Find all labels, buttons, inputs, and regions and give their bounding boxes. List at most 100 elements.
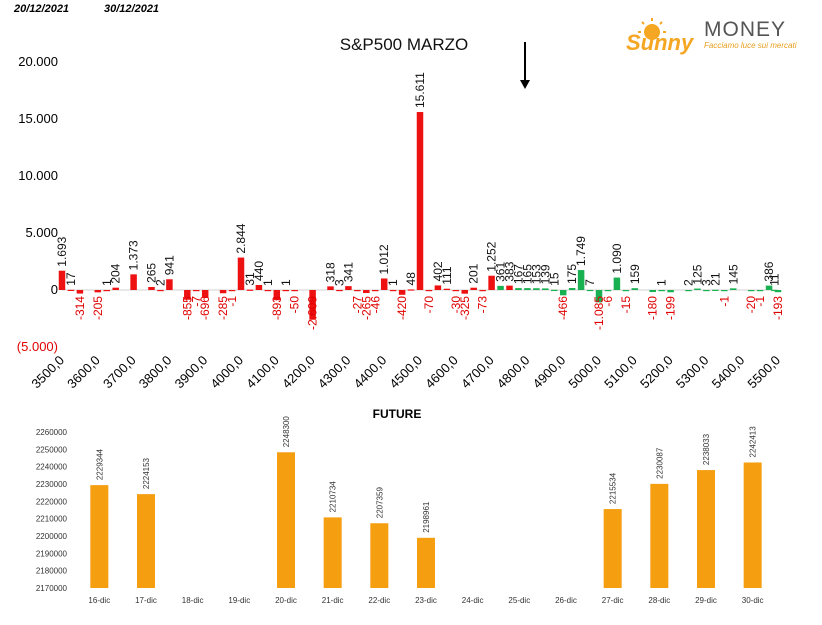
strike-bar	[568, 288, 576, 290]
bar-value-label: -325	[458, 296, 472, 320]
bar-value-label: -193	[771, 296, 785, 320]
bar-value-label: 2	[153, 279, 167, 286]
strike-bar	[533, 288, 540, 290]
future-bar-value-label: 2238033	[702, 433, 711, 465]
future-bar	[137, 494, 155, 588]
strike-bar	[470, 287, 477, 290]
strike-bar	[479, 290, 486, 292]
future-bar	[650, 483, 669, 588]
bar-value-label: 15	[547, 272, 561, 286]
strike-bar	[327, 286, 334, 290]
strike-bar	[443, 288, 451, 290]
strike-bar	[354, 290, 361, 292]
bar-value-label: 15.611	[413, 72, 427, 108]
strike-bar	[94, 290, 102, 293]
x-tick-label: 4600,0	[422, 353, 461, 392]
future-y-tick-label: 2220000	[36, 497, 68, 506]
future-bar-value-label: 2248300	[282, 416, 291, 448]
y-tick-label: 0	[51, 282, 58, 297]
bar-value-label: -6	[601, 296, 615, 307]
strike-bar	[667, 290, 674, 293]
strike-bar	[380, 278, 388, 290]
bar-value-label: 1	[279, 279, 293, 286]
bar-value-label: -46	[368, 296, 382, 314]
strike-bar	[765, 285, 773, 290]
strike-bar	[363, 290, 370, 294]
strike-bar	[166, 279, 173, 290]
future-y-tick-label: 2190000	[36, 549, 68, 558]
strike-bar	[506, 285, 513, 290]
strike-bar	[103, 289, 110, 292]
bar-value-label: 139	[538, 264, 552, 284]
strike-bar	[237, 257, 245, 290]
strike-bar	[336, 289, 343, 292]
bar-value-label: 383	[503, 261, 517, 281]
bar-value-label: 1	[261, 279, 275, 286]
bar-value-label: -1	[753, 296, 767, 307]
strike-bar	[756, 290, 764, 292]
bar-value-label: -285	[216, 296, 230, 320]
future-bar	[370, 523, 389, 588]
bar-value-label: -27	[350, 296, 364, 314]
future-bar	[417, 537, 435, 588]
future-bar	[323, 517, 342, 588]
bar-value-label: 318	[324, 262, 338, 282]
strike-bar	[649, 290, 656, 293]
bar-value-label: 1.373	[127, 240, 141, 270]
future-bar	[277, 452, 295, 588]
y-tick-label: 15.000	[18, 111, 58, 126]
future-bar-value-label: 2242413	[749, 426, 758, 458]
strike-bar	[282, 289, 289, 292]
future-y-tick-label: 2230000	[36, 480, 68, 489]
bar-value-label: -466	[556, 296, 570, 320]
y-tick-label: 5.000	[25, 225, 58, 240]
future-bar-value-label: 2215534	[609, 472, 618, 504]
x-tick-label: 4200,0	[279, 353, 318, 392]
bar-value-label: 165	[520, 264, 534, 284]
future-chart: FUTURE 2170000 2180000 2190000 2200000 22100…	[36, 407, 764, 605]
bar-value-label: 1.090	[610, 243, 624, 273]
bar-value-label: 17	[64, 272, 78, 286]
strike-bar	[604, 290, 612, 292]
x-tick-label: 4900,0	[530, 353, 569, 392]
future-x-tick-label: 26-dic	[555, 596, 577, 605]
strike-bar	[542, 288, 549, 290]
future-x-tick-label: 20-dic	[275, 596, 297, 605]
strike-bar	[524, 288, 531, 290]
strike-bar	[774, 290, 782, 293]
bar-value-label: 201	[467, 263, 481, 283]
strike-bar	[425, 290, 433, 292]
strike-bar	[416, 112, 424, 290]
strike-bar	[246, 289, 254, 291]
strike-bar	[291, 290, 298, 292]
bar-value-label: -1	[225, 296, 239, 307]
future-bar	[743, 462, 762, 588]
strike-bar	[273, 290, 281, 301]
x-tick-label: 3900,0	[172, 353, 211, 392]
bar-value-label: 341	[341, 262, 355, 282]
bar-value-label: 941	[162, 255, 176, 275]
bar-value-label: 7	[583, 279, 597, 286]
future-x-tick-label: 29-dic	[695, 596, 717, 605]
x-tick-label: 3500,0	[28, 353, 67, 392]
strike-bar	[595, 290, 603, 303]
future-x-tick-label: 21-dic	[322, 596, 344, 605]
future-x-tick-label: 22-dic	[368, 596, 390, 605]
future-bar	[603, 509, 622, 588]
strike-bar	[658, 289, 665, 292]
strike-bar	[228, 290, 236, 292]
strike-bar	[631, 288, 639, 290]
bar-value-label: 31	[243, 272, 257, 286]
future-bar-value-label: 2230087	[655, 447, 664, 479]
strike-bar	[148, 286, 155, 290]
bar-value-label: 159	[628, 264, 642, 284]
bar-value-label: 1	[100, 279, 114, 286]
strike-bar	[264, 289, 272, 292]
strike-bar	[372, 290, 379, 292]
strike-bar	[255, 284, 263, 290]
strike-bar	[613, 277, 621, 290]
future-bar-value-label: 2224153	[142, 457, 151, 489]
future-bar-value-label: 2229344	[95, 448, 104, 480]
strike-bar	[703, 289, 710, 292]
future-bar-value-label: 2207359	[375, 487, 384, 519]
